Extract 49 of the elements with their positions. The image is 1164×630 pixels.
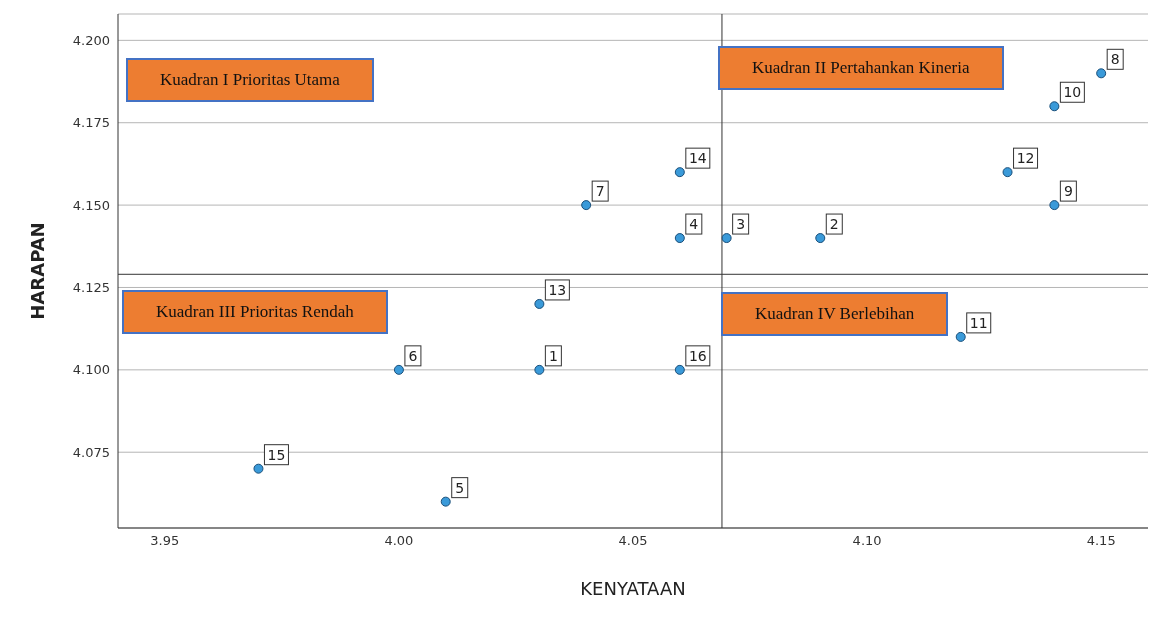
annotation: 5	[455, 479, 465, 496]
annotation: 12	[1016, 150, 1035, 167]
y-tick-label: 4.075	[72, 444, 110, 460]
text-box: Kuadran I Prioritas Utama	[126, 58, 374, 102]
annotation: 9	[1063, 183, 1073, 200]
x-tick-label: 4.00	[384, 533, 414, 549]
point	[534, 364, 545, 375]
annotation: 1	[548, 347, 558, 364]
x-tick-label: 4.05	[618, 533, 648, 549]
annotation: 10	[1063, 84, 1082, 101]
x-tick-label: 4.10	[852, 533, 882, 549]
point	[674, 364, 685, 375]
point	[393, 364, 404, 375]
annotation: 11	[969, 314, 988, 331]
point	[1049, 101, 1060, 112]
annotation: 3	[736, 216, 746, 233]
point	[440, 496, 451, 507]
point	[581, 200, 592, 211]
annotation: 6	[408, 347, 418, 364]
annotation: 4	[689, 216, 699, 233]
point	[721, 233, 732, 244]
x-tick-label: 4.15	[1086, 533, 1116, 549]
y-tick-label: 4.175	[72, 115, 110, 131]
text-box: Kuadran III Prioritas Rendah	[122, 290, 388, 335]
annotation: 2	[829, 216, 839, 233]
annotation: 16	[688, 347, 707, 364]
point	[674, 167, 685, 178]
point	[1096, 68, 1107, 79]
point	[1002, 167, 1013, 178]
annotation: 8	[1110, 51, 1120, 68]
annotation: 13	[548, 281, 567, 298]
point	[815, 233, 826, 244]
y-axis-title: HARAPAN	[27, 222, 49, 320]
y-tick-label: 4.100	[72, 362, 110, 378]
text-box: Kuadran IV Berlebihan	[720, 292, 949, 337]
annotation: 15	[267, 446, 286, 463]
point	[674, 233, 685, 244]
point	[1049, 200, 1060, 211]
x-axis-title: KENYATAAN	[580, 577, 686, 599]
annotation: 14	[688, 150, 707, 167]
y-tick-label: 4.150	[72, 197, 110, 213]
text-box: Kuadran II Pertahankan Kineria	[717, 46, 1004, 90]
y-tick-label: 4.200	[72, 32, 110, 48]
point	[534, 298, 545, 309]
annotation: 7	[595, 183, 605, 200]
point	[955, 331, 966, 342]
x-tick-label: 3.95	[150, 533, 180, 549]
point	[253, 463, 264, 474]
y-tick-label: 4.125	[72, 280, 110, 296]
